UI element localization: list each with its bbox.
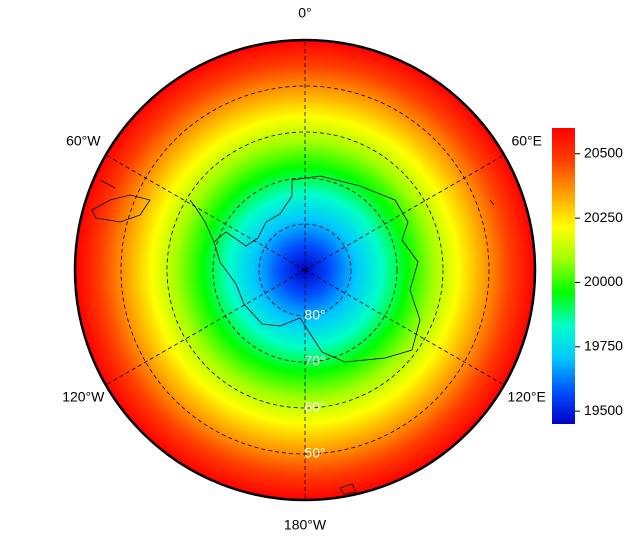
longitude-label: 120°E xyxy=(508,389,546,405)
longitude-label: 120°W xyxy=(62,389,105,405)
longitude-label: 60°W xyxy=(66,133,101,149)
latitude-label: 60° xyxy=(304,399,325,415)
meridian xyxy=(304,154,505,271)
latitude-label: 50° xyxy=(304,445,325,461)
colorbar-tick-label: 19750 xyxy=(584,337,623,353)
map-border xyxy=(73,38,537,502)
longitude-label: 0° xyxy=(298,5,311,21)
colorbar xyxy=(552,128,575,424)
parallel xyxy=(120,85,490,455)
meridian xyxy=(105,154,306,271)
meridian xyxy=(105,269,306,386)
longitude-label: 60°E xyxy=(511,133,542,149)
latitude-label: 80° xyxy=(304,307,325,323)
graticule xyxy=(105,40,505,500)
parallel xyxy=(212,177,398,363)
parallel xyxy=(258,223,352,317)
meridian xyxy=(304,269,505,386)
parallel xyxy=(166,131,444,409)
colorbar-tick-label: 20000 xyxy=(584,273,623,289)
colorbar-tick-label: 19500 xyxy=(584,402,623,418)
colorbar-tick-label: 20250 xyxy=(584,209,623,225)
colorbar-tick-label: 20500 xyxy=(584,144,623,160)
longitude-label: 180°W xyxy=(284,517,327,533)
latitude-label: 70° xyxy=(304,353,325,369)
